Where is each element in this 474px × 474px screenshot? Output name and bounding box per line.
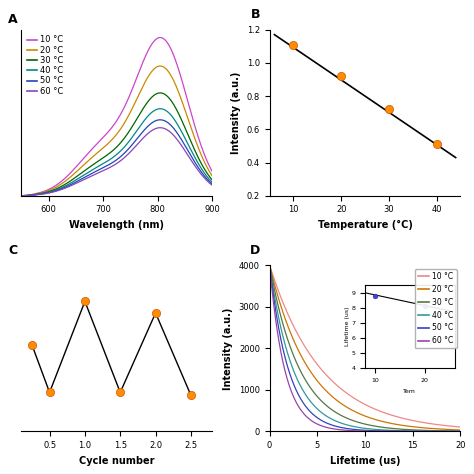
X-axis label: Wavelength (nm): Wavelength (nm) [69, 220, 164, 230]
20 °C [394, 422, 400, 428]
40 °C [316, 407, 321, 413]
30 °C [301, 374, 306, 379]
10 °C [316, 364, 321, 369]
Text: B: B [251, 9, 260, 21]
60 °C [267, 263, 273, 268]
Y-axis label: Intensity (a.u.): Intensity (a.u.) [231, 72, 241, 154]
30 °C [353, 419, 359, 424]
40 °C [457, 428, 463, 434]
50 °C [457, 428, 463, 434]
10 °C [267, 263, 273, 268]
40 °C [301, 388, 306, 394]
Text: D: D [250, 244, 260, 257]
40 °C [394, 428, 400, 433]
60 °C [457, 428, 463, 434]
30 °C [267, 263, 273, 268]
60 °C [316, 422, 321, 428]
40 °C [267, 263, 273, 268]
Point [28, 341, 36, 348]
40 °C [379, 427, 385, 433]
10 °C [457, 424, 463, 430]
50 °C [316, 416, 321, 421]
60 °C [301, 410, 306, 416]
50 °C [394, 428, 400, 434]
Line: 10 °C: 10 °C [270, 265, 460, 427]
30 °C [410, 427, 416, 433]
50 °C [267, 263, 273, 268]
X-axis label: Lifetime (us): Lifetime (us) [330, 456, 400, 465]
50 °C [353, 427, 359, 432]
10 °C [410, 418, 416, 423]
Point [81, 298, 89, 305]
30 °C [379, 424, 385, 430]
20 °C [457, 427, 463, 433]
Line: 60 °C: 60 °C [270, 265, 460, 431]
Text: A: A [8, 13, 18, 26]
60 °C [394, 428, 400, 434]
20 °C [267, 263, 273, 268]
20 °C [316, 380, 321, 385]
20 °C [353, 409, 359, 415]
Text: C: C [9, 244, 18, 257]
10 °C [353, 396, 359, 402]
Line: 40 °C: 40 °C [270, 265, 460, 431]
10 °C [394, 414, 400, 419]
60 °C [379, 428, 385, 434]
60 °C [353, 428, 359, 434]
X-axis label: Cycle number: Cycle number [79, 456, 155, 465]
Point [433, 140, 440, 148]
Point [117, 389, 124, 396]
30 °C [457, 428, 463, 434]
20 °C [410, 424, 416, 429]
50 °C [301, 400, 306, 406]
Legend: 10 °C, 20 °C, 30 °C, 40 °C, 50 °C, 60 °C: 10 °C, 20 °C, 30 °C, 40 °C, 50 °C, 60 °C [415, 269, 456, 348]
50 °C [379, 428, 385, 434]
10 °C [379, 409, 385, 415]
Line: 30 °C: 30 °C [270, 265, 460, 431]
Point [385, 106, 392, 113]
Line: 20 °C: 20 °C [270, 265, 460, 430]
Legend: 10 °C, 20 °C, 30 °C, 40 °C, 50 °C, 60 °C: 10 °C, 20 °C, 30 °C, 40 °C, 50 °C, 60 °C [24, 32, 67, 99]
20 °C [301, 357, 306, 363]
60 °C [410, 428, 416, 434]
40 °C [410, 428, 416, 434]
Point [187, 392, 195, 399]
30 °C [316, 395, 321, 401]
20 °C [379, 419, 385, 424]
Point [152, 309, 159, 317]
Point [46, 389, 54, 396]
10 °C [301, 341, 306, 347]
30 °C [394, 426, 400, 432]
Point [290, 41, 297, 48]
Line: 50 °C: 50 °C [270, 265, 460, 431]
50 °C [410, 428, 416, 434]
40 °C [353, 424, 359, 430]
Y-axis label: Intensity (a.u.): Intensity (a.u.) [223, 307, 233, 390]
Point [337, 73, 345, 80]
X-axis label: Temperature (°C): Temperature (°C) [318, 220, 412, 230]
